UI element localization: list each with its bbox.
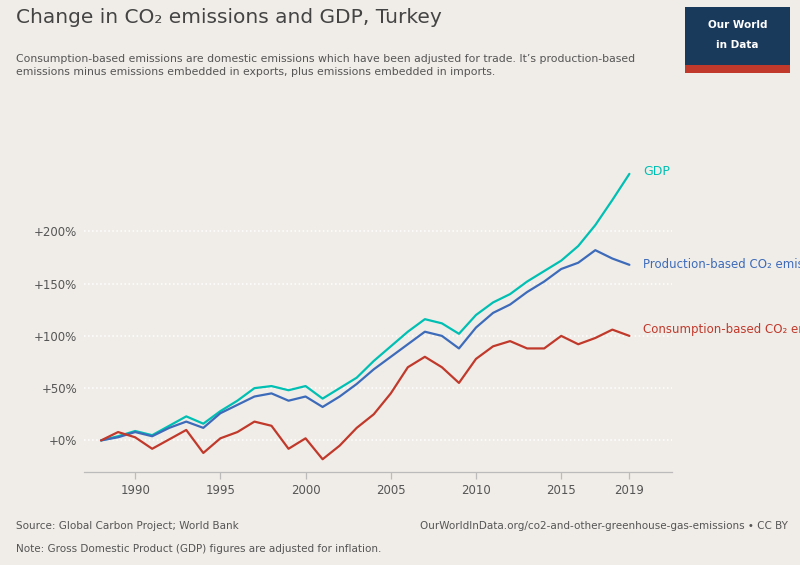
Text: OurWorldInData.org/co2-and-other-greenhouse-gas-emissions • CC BY: OurWorldInData.org/co2-and-other-greenho… xyxy=(420,521,788,531)
Text: Source: Global Carbon Project; World Bank: Source: Global Carbon Project; World Ban… xyxy=(16,521,238,531)
Text: Consumption-based CO₂ emissions: Consumption-based CO₂ emissions xyxy=(643,323,800,336)
FancyBboxPatch shape xyxy=(685,7,790,65)
Text: Change in CO₂ emissions and GDP, Turkey: Change in CO₂ emissions and GDP, Turkey xyxy=(16,8,442,28)
FancyBboxPatch shape xyxy=(685,65,790,73)
Text: Production-based CO₂ emissions: Production-based CO₂ emissions xyxy=(643,258,800,271)
Text: Our World: Our World xyxy=(708,20,767,31)
Text: Consumption-based emissions are domestic emissions which have been adjusted for : Consumption-based emissions are domestic… xyxy=(16,54,635,77)
Text: GDP: GDP xyxy=(643,166,670,179)
Text: Note: Gross Domestic Product (GDP) figures are adjusted for inflation.: Note: Gross Domestic Product (GDP) figur… xyxy=(16,544,382,554)
Text: in Data: in Data xyxy=(716,41,759,50)
